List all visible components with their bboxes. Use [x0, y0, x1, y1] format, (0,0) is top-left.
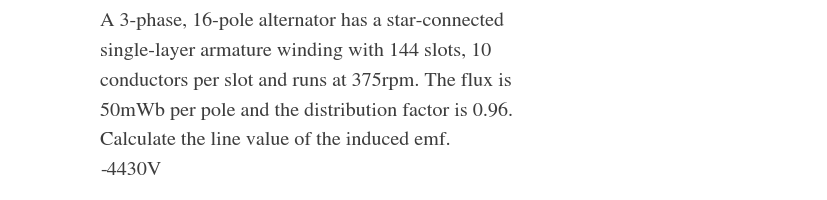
Text: 50mWb per pole and the distribution factor is 0.96.: 50mWb per pole and the distribution fact… [100, 101, 513, 119]
Text: Calculate the line value of the induced emf.: Calculate the line value of the induced … [100, 131, 450, 148]
Text: single-layer armature winding with 144 slots, 10: single-layer armature winding with 144 s… [100, 42, 490, 59]
Text: conductors per slot and runs at 375rpm. The flux is: conductors per slot and runs at 375rpm. … [100, 72, 511, 89]
Text: A 3-phase, 16-pole alternator has a star-connected: A 3-phase, 16-pole alternator has a star… [100, 12, 504, 30]
Text: -4430V: -4430V [100, 161, 161, 178]
